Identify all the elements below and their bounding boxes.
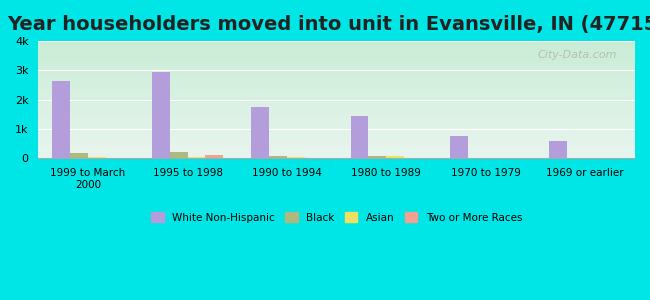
Bar [151,72,170,158]
Bar [52,81,70,158]
Bar [70,153,88,158]
Bar [88,157,106,158]
Bar [386,156,404,158]
Text: City-Data.com: City-Data.com [538,50,617,61]
Bar [549,141,567,158]
Bar [170,152,187,158]
Bar [350,116,369,158]
Bar [205,155,224,158]
Bar [369,156,386,158]
Bar [287,157,305,158]
Bar [251,107,269,158]
Bar [450,136,468,158]
Bar [187,157,205,158]
Bar [269,156,287,158]
Title: Year householders moved into unit in Evansville, IN (47715): Year householders moved into unit in Eva… [7,15,650,34]
Legend: White Non-Hispanic, Black, Asian, Two or More Races: White Non-Hispanic, Black, Asian, Two or… [147,208,526,227]
